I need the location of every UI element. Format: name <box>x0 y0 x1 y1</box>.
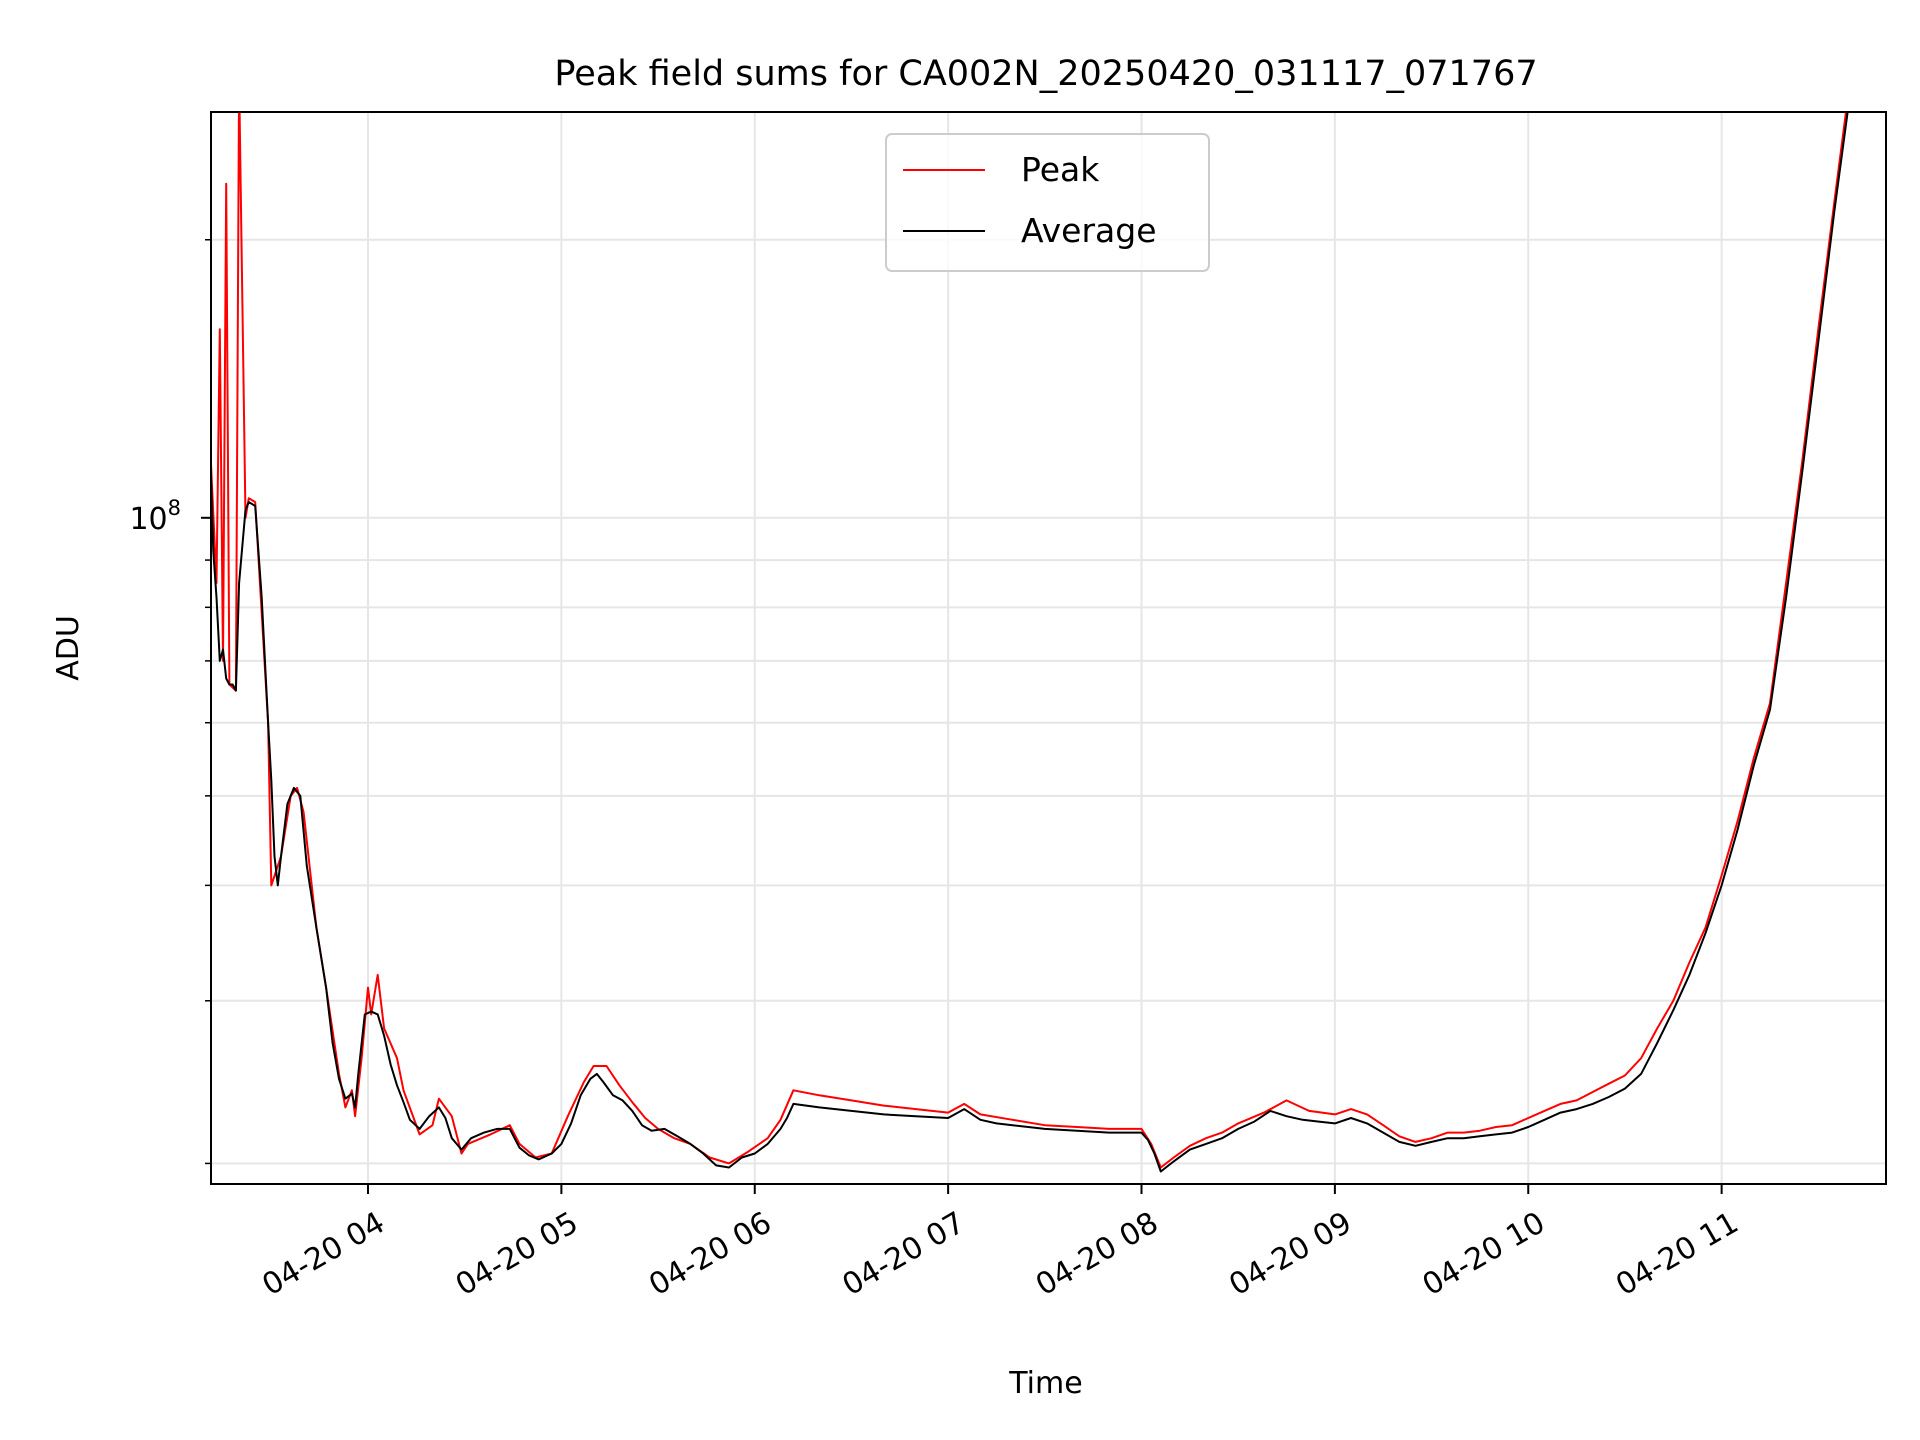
y-tick-label: 108 <box>129 496 181 537</box>
plot-background <box>211 112 1886 1184</box>
legend-box <box>885 133 1210 272</box>
series-line-average <box>211 112 1849 1173</box>
legend: Peak Average <box>885 133 1210 272</box>
y-axis-label: ADU <box>51 615 86 681</box>
legend-label-peak: Peak <box>1021 150 1100 189</box>
x-axis-label: Time <box>1008 1366 1082 1401</box>
plot-area: 04-20 04 04-20 05 04-20 06 04-20 07 04-20 08… <box>129 111 1887 1303</box>
chart-title: Peak field sums for CA002N_20250420_0311… <box>554 54 1537 94</box>
series-layer <box>211 112 1849 1173</box>
grid-lines <box>211 112 1886 1184</box>
y-axis-ticks: 108 <box>129 238 211 1165</box>
series-line-peak <box>211 112 1847 1169</box>
plot-frame <box>210 111 1887 1185</box>
legend-label-average: Average <box>1021 211 1157 250</box>
